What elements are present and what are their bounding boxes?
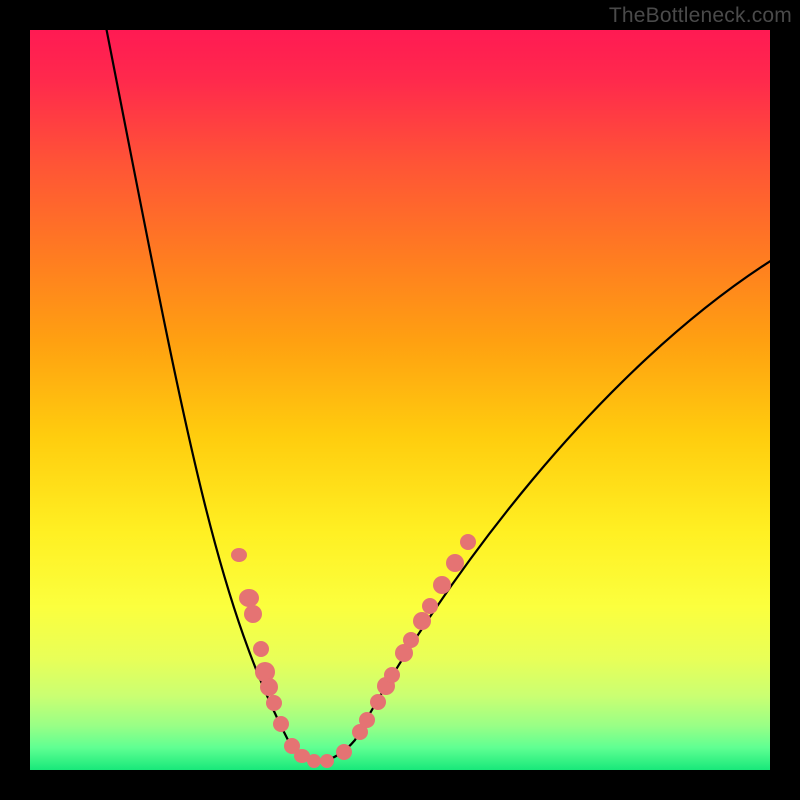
marker-dot xyxy=(320,754,334,768)
chart-svg xyxy=(0,0,800,800)
marker-dot xyxy=(413,612,431,630)
marker-dot xyxy=(446,554,464,572)
marker-dot xyxy=(231,548,247,562)
marker-dot xyxy=(266,695,282,711)
marker-dot xyxy=(253,641,269,657)
marker-dot xyxy=(336,744,352,760)
marker-dot xyxy=(260,678,278,696)
marker-dot xyxy=(359,712,375,728)
marker-dot xyxy=(384,667,400,683)
marker-dot xyxy=(433,576,451,594)
marker-dot xyxy=(239,589,259,607)
chart-root: TheBottleneck.com xyxy=(0,0,800,800)
marker-dot xyxy=(244,605,262,623)
marker-dot xyxy=(460,534,476,550)
marker-dot xyxy=(273,716,289,732)
marker-dot xyxy=(403,632,419,648)
watermark-text: TheBottleneck.com xyxy=(609,4,792,28)
marker-dot xyxy=(307,754,321,768)
marker-dot xyxy=(422,598,438,614)
marker-dot xyxy=(370,694,386,710)
